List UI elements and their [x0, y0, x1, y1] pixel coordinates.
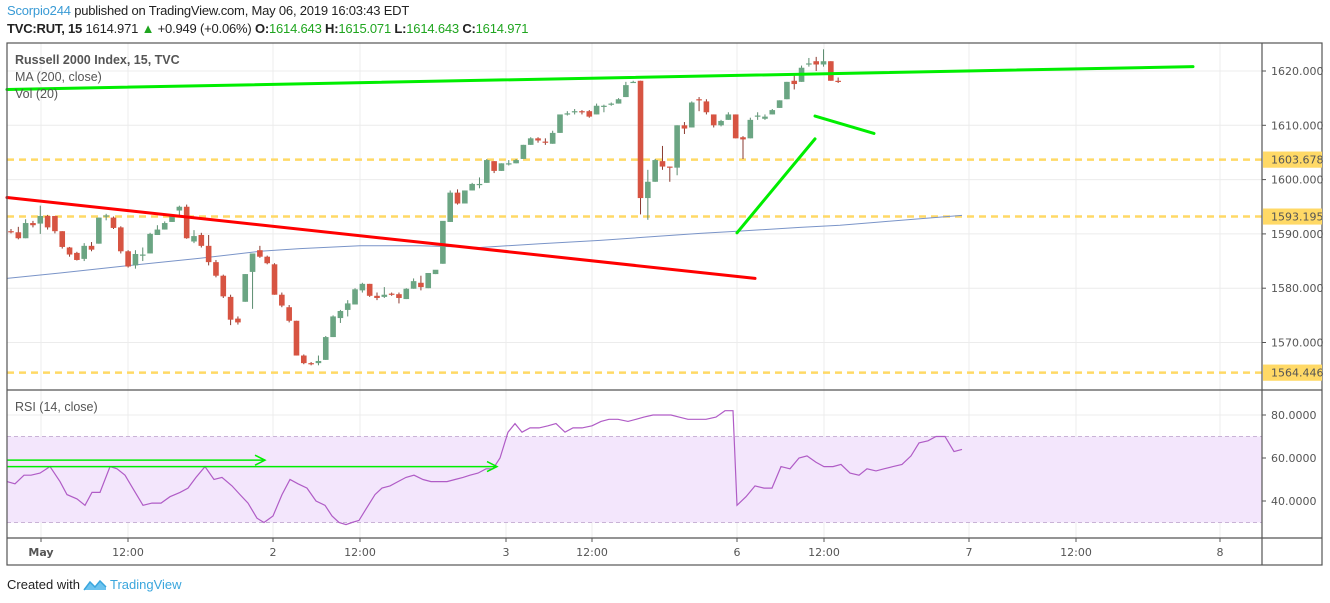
arrow-head-icon	[254, 454, 267, 466]
symbol-ohlc-line: TVC:RUT, 15 1614.971 ▲ +0.949 (+0.06%) O…	[7, 21, 528, 36]
price-axis[interactable]: 1570.000 1580.000 1590.000 1600.000 1610.000…	[1262, 65, 1324, 381]
time-axis[interactable]: May 12:00 2 12:00 3 12:00 6 12:00 7 12:00 8	[28, 538, 1224, 559]
created-with-label: Created with	[7, 577, 80, 592]
price-tick: 1600.000	[1271, 174, 1324, 187]
arrow-head-icon	[486, 460, 499, 473]
level-label: 1603.678	[1271, 154, 1324, 167]
candlesticks	[8, 49, 841, 366]
legend-vol: Vol (20)	[15, 87, 59, 101]
price-tick: 1610.000	[1271, 119, 1324, 132]
rsi-line	[6, 410, 963, 526]
level-label: 1593.195	[1271, 211, 1324, 224]
trendline-green	[5, 65, 1195, 91]
legend-rsi: RSI (14, close)	[15, 400, 98, 414]
time-tick: 12:00	[1060, 546, 1092, 559]
symbol-label: TVC:RUT, 15	[7, 21, 83, 36]
legend-ma: MA (200, close)	[15, 70, 102, 84]
time-tick: May	[28, 546, 53, 559]
ma-200-line	[6, 214, 963, 279]
time-tick: 7	[966, 546, 973, 559]
rsi-tick: 60.0000	[1271, 452, 1317, 465]
horizontal-levels[interactable]: 1603.678 1593.195 1564.446	[7, 151, 1324, 381]
tradingview-logo-icon	[83, 579, 107, 590]
open-value: 1614.643	[268, 21, 322, 36]
rsi-tick: 80.0000	[1271, 409, 1317, 422]
up-triangle-icon: ▲	[141, 21, 155, 36]
high-label: H:	[325, 21, 339, 36]
low-label: L:	[394, 21, 407, 36]
time-tick: 8	[1217, 546, 1224, 559]
open-label: O:	[254, 21, 269, 36]
publish-info: published on TradingView.com, May 06, 20…	[70, 3, 410, 18]
rsi-arrows[interactable]	[7, 454, 499, 473]
price-change: +0.949 (+0.06%)	[157, 21, 252, 36]
close-label: C:	[462, 21, 476, 36]
publisher-line: Scorpio244 published on TradingView.com,…	[7, 3, 409, 18]
trendlines[interactable]	[5, 65, 1195, 280]
footer: Created with TradingView	[7, 577, 182, 592]
price-tick: 1570.000	[1271, 337, 1324, 350]
time-tick: 12:00	[344, 546, 376, 559]
time-tick: 2	[270, 546, 277, 559]
time-tick: 12:00	[808, 546, 840, 559]
last-price: 1614.971	[85, 21, 139, 36]
publisher-username-link[interactable]: Scorpio244	[7, 3, 71, 18]
rsi-tick: 40.0000	[1271, 495, 1317, 508]
low-value: 1614.643	[406, 21, 459, 36]
level-label: 1564.446	[1271, 367, 1324, 380]
price-tick: 1620.000	[1271, 65, 1324, 78]
tradingview-link[interactable]: TradingView	[109, 577, 182, 592]
chart-frame	[6, 42, 1323, 566]
rsi-band	[7, 436, 1262, 523]
trendline-green	[735, 137, 817, 235]
rsi-axis[interactable]: 40.0000 60.0000 80.0000	[1262, 409, 1317, 508]
price-tick: 1580.000	[1271, 282, 1324, 295]
time-tick: 6	[734, 546, 741, 559]
high-value: 1615.071	[338, 21, 391, 36]
time-tick: 3	[503, 546, 510, 559]
trendline-red	[5, 196, 757, 280]
trendline-green	[813, 114, 876, 135]
close-value: 1614.971	[475, 21, 529, 36]
legend-title: Russell 2000 Index, 15, TVC	[15, 53, 180, 67]
time-tick: 12:00	[576, 546, 608, 559]
time-tick: 12:00	[112, 546, 144, 559]
price-tick: 1590.000	[1271, 228, 1324, 241]
